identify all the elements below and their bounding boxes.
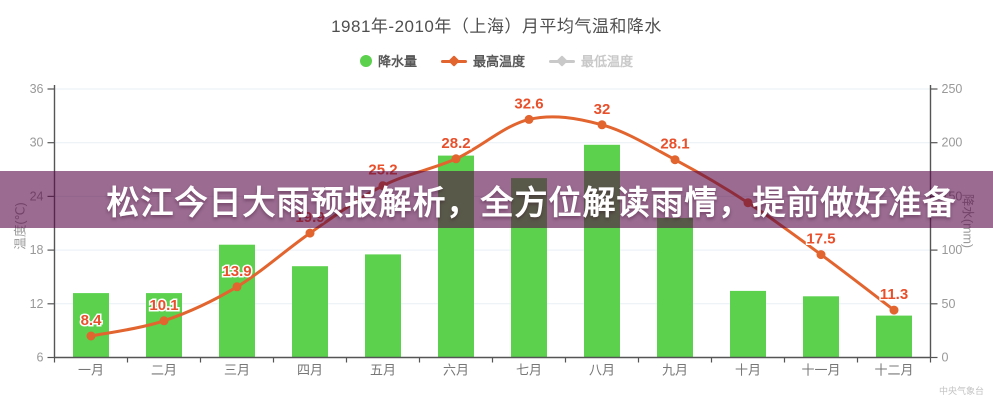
max-temp-point-label: 11.3 <box>880 286 908 303</box>
precip-bar <box>876 315 912 358</box>
headline-banner: 松江今日大雨预报解析，全方位解读雨情，提前做好准备 <box>0 171 993 228</box>
month-label: 五月 <box>370 363 396 378</box>
month-label: 七月 <box>516 363 542 378</box>
legend-label: 最高温度 <box>472 54 525 69</box>
left-axis-tick-label: 6 <box>37 351 44 365</box>
max-temp-point <box>451 154 461 164</box>
precip-bar <box>73 293 109 358</box>
left-axis-tick-label: 36 <box>30 82 44 96</box>
legend-item-max-temp[interactable]: 最高温度 <box>440 51 525 70</box>
legend-label: 降水量 <box>377 54 417 69</box>
max-temp-point <box>670 155 680 165</box>
max-temp-point <box>305 228 315 238</box>
max-temp-point-label: 28.2 <box>441 135 470 152</box>
legend-item-precipitation[interactable]: 降水量 <box>359 51 417 70</box>
bar-series-marker-icon <box>359 54 372 67</box>
precip-bar <box>730 290 766 358</box>
line-series-marker-icon <box>549 54 575 67</box>
month-label: 三月 <box>224 363 250 378</box>
chart-legend: 降水量 最高温度 最低温度 <box>0 51 993 70</box>
max-temp-point-label: 28.1 <box>660 136 689 153</box>
precip-bar <box>219 244 255 358</box>
precip-bar <box>365 254 401 358</box>
watermark-source: 中央气象台 <box>938 386 984 396</box>
max-temp-point-label: 32.6 <box>514 95 543 112</box>
max-temp-point-label: 10.1 <box>149 297 178 314</box>
max-temp-point <box>816 250 826 260</box>
precip-bar <box>292 266 328 358</box>
max-temp-point <box>889 305 899 315</box>
right-axis-tick-label: 100 <box>942 243 963 257</box>
right-axis-tick-label: 0 <box>942 351 949 365</box>
max-temp-point <box>86 331 96 341</box>
month-label: 一月 <box>78 363 104 378</box>
legend-item-min-temp[interactable]: 最低温度 <box>549 51 633 70</box>
month-label: 十一月 <box>801 363 840 378</box>
month-label: 六月 <box>443 363 469 378</box>
right-axis-tick-label: 250 <box>942 82 963 96</box>
precip-bar <box>657 217 693 358</box>
max-temp-point-label: 8.4 <box>81 312 103 329</box>
left-axis-tick-label: 30 <box>30 136 44 150</box>
month-label: 九月 <box>662 363 688 378</box>
month-label: 十月 <box>735 363 761 378</box>
max-temp-point <box>524 114 534 124</box>
headline-text: 松江今日大雨预报解析，全方位解读雨情，提前做好准备 <box>106 183 957 221</box>
left-axis-tick-label: 18 <box>30 243 44 257</box>
max-temp-point <box>159 316 169 326</box>
right-axis-tick-label: 200 <box>942 136 963 150</box>
line-series-marker-icon <box>440 54 467 67</box>
month-label: 八月 <box>589 363 615 378</box>
precip-bar <box>803 296 839 358</box>
legend-label: 最低温度 <box>581 54 634 69</box>
month-label: 四月 <box>297 363 323 378</box>
right-axis-tick-label: 50 <box>942 297 956 311</box>
max-temp-point-label: 17.5 <box>806 231 835 248</box>
max-temp-point-label: 13.9 <box>222 263 251 280</box>
month-label: 二月 <box>151 363 177 378</box>
chart-title: 1981年-2010年（上海）月平均气温和降水 <box>331 17 662 36</box>
max-temp-point-label: 32 <box>594 101 611 118</box>
max-temp-point <box>232 282 242 292</box>
max-temp-point <box>597 120 607 130</box>
month-label: 十二月 <box>874 363 913 378</box>
left-axis-tick-label: 12 <box>30 297 44 311</box>
